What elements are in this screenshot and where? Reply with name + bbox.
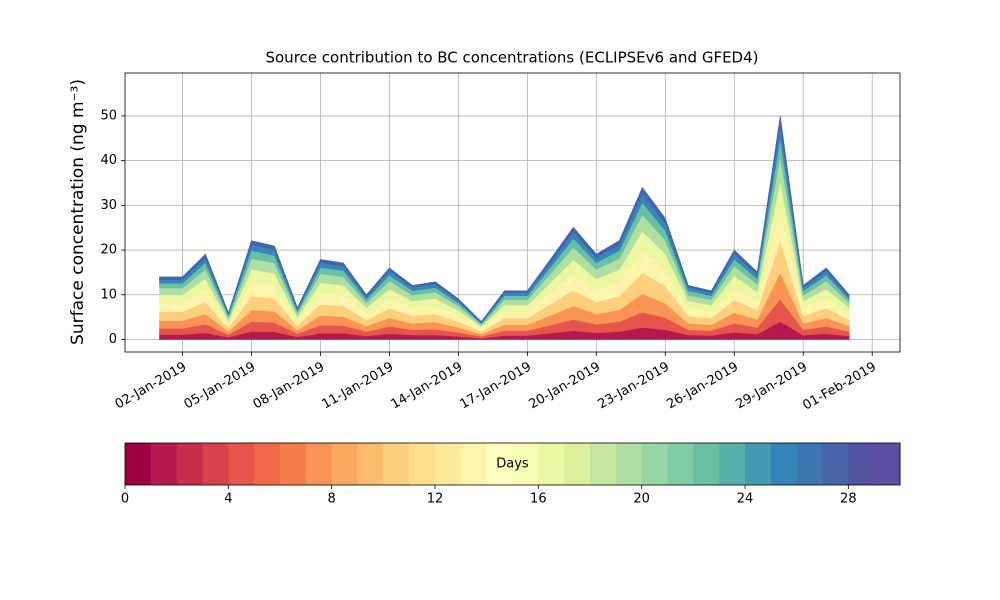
x-tick-label: 11-Jan-2019	[320, 360, 397, 413]
y-tick-label: 30	[100, 198, 117, 213]
colorbar-tick-label: 4	[224, 492, 232, 507]
colorbar-cell	[770, 443, 798, 485]
x-tick-label: 01-Feb-2019	[800, 360, 879, 414]
colorbar-cell	[280, 443, 307, 485]
colorbar-cell	[848, 443, 875, 485]
y-axis-label: Surface concentration (ng m⁻³)	[68, 79, 88, 345]
y-tick-label: 50	[100, 108, 117, 123]
colorbar-cell	[641, 443, 668, 485]
colorbar-cell	[435, 443, 462, 485]
colorbar-tick-label: 16	[530, 492, 547, 507]
x-tick-label: 02-Jan-2019	[113, 360, 190, 413]
colorbar-frame	[124, 442, 901, 486]
chart-title: Source contribution to BC concentrations…	[265, 49, 758, 67]
colorbar-cell	[512, 443, 539, 485]
colorbar-tick-label: 28	[840, 492, 857, 507]
x-tick-label: 14-Jan-2019	[389, 360, 466, 413]
colorbar-cell	[150, 443, 178, 485]
colorbar-cell	[486, 443, 513, 485]
area-layer	[159, 115, 850, 323]
colorbar-cell	[615, 443, 643, 485]
y-tick-label: 10	[100, 287, 117, 302]
colorbar-cell	[538, 443, 565, 485]
x-tick-label: 29-Jan-2019	[733, 360, 810, 413]
colorbar-cell	[125, 443, 152, 485]
colorbar-cell	[745, 443, 772, 485]
colorbar-cell	[590, 443, 617, 485]
colorbar-tick-label: 8	[328, 492, 336, 507]
colorbar-cell	[822, 443, 849, 485]
colorbar-cell	[564, 443, 591, 485]
x-tick-label: 23-Jan-2019	[595, 360, 672, 413]
colorbar-cell	[667, 443, 694, 485]
colorbar-cell	[383, 443, 410, 485]
y-tick-label: 0	[109, 332, 117, 347]
x-tick-label: 17-Jan-2019	[458, 360, 535, 413]
colorbar-cell	[719, 443, 746, 485]
colorbar-tick-label: 20	[633, 492, 650, 507]
colorbar-cell	[228, 443, 255, 485]
plot-frame	[124, 72, 901, 353]
colorbar-cell	[460, 443, 488, 485]
y-tick-label: 40	[100, 153, 117, 168]
colorbar-tick-label: 24	[737, 492, 754, 507]
colorbar-tick-label: 0	[121, 492, 129, 507]
colorbar-cell	[305, 443, 333, 485]
y-tick-label: 20	[100, 243, 117, 258]
colorbar-cell	[357, 443, 384, 485]
x-tick-label: 08-Jan-2019	[251, 360, 328, 413]
colorbar-cell	[176, 443, 203, 485]
colorbar-cell	[693, 443, 720, 485]
x-tick-label: 05-Jan-2019	[182, 360, 259, 413]
colorbar-cell	[796, 443, 823, 485]
colorbar-label: Days	[496, 457, 529, 472]
colorbar-cell	[254, 443, 281, 485]
colorbar-cell	[331, 443, 358, 485]
x-tick-label: 20-Jan-2019	[526, 360, 603, 413]
colorbar-cell	[409, 443, 436, 485]
x-tick-label: 26-Jan-2019	[664, 360, 741, 413]
colorbar-tick-label: 12	[427, 492, 444, 507]
colorbar-cell	[202, 443, 229, 485]
colorbar-cell	[874, 443, 901, 485]
